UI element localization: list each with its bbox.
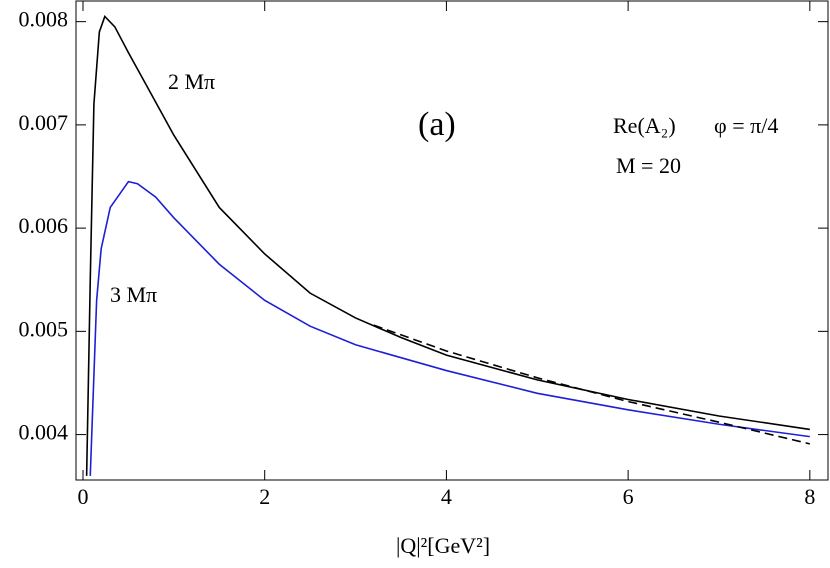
y-tick-label: 0.007 <box>19 110 69 135</box>
y-tick-label: 0.006 <box>19 213 69 238</box>
annotation: (a) <box>418 106 456 143</box>
x-tick-label: 6 <box>623 484 634 509</box>
curve <box>373 324 811 445</box>
x-tick-label: 4 <box>441 484 452 509</box>
annotation: 2 Mπ <box>168 69 215 94</box>
annotation: φ = π/4 <box>714 113 778 138</box>
x-axis-label: |Q|²[GeV²] <box>396 533 490 558</box>
y-tick-label: 0.005 <box>19 316 69 341</box>
curve <box>85 14 810 476</box>
x-tick-label: 2 <box>259 484 270 509</box>
x-tick-label: 0 <box>77 484 88 509</box>
y-tick-label: 0.004 <box>19 420 69 445</box>
y-tick-label: 0.008 <box>19 7 69 32</box>
plot-frame <box>75 0 829 481</box>
annotation: M = 20 <box>616 153 681 178</box>
curve <box>89 180 810 476</box>
annotation: Re(A₂) <box>613 113 676 138</box>
x-tick-label: 8 <box>804 484 815 509</box>
annotation: 3 Mπ <box>110 282 157 307</box>
